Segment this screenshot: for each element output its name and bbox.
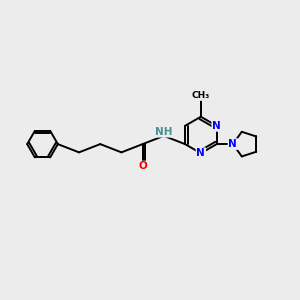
- Text: N: N: [229, 139, 237, 149]
- Text: N: N: [212, 121, 221, 131]
- Text: CH₃: CH₃: [192, 91, 210, 100]
- Text: N: N: [196, 148, 205, 158]
- Text: O: O: [138, 161, 147, 172]
- Text: NH: NH: [155, 127, 172, 137]
